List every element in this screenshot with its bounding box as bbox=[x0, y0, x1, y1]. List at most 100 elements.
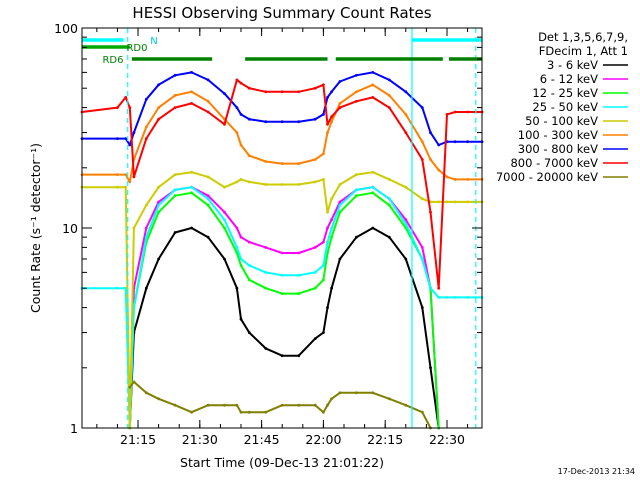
data-point bbox=[235, 286, 239, 290]
data-point bbox=[190, 71, 194, 74]
data-point bbox=[157, 117, 161, 121]
series-line bbox=[128, 191, 440, 429]
data-point bbox=[190, 191, 194, 195]
data-point bbox=[280, 292, 284, 295]
data-point bbox=[330, 286, 333, 290]
data-point bbox=[322, 331, 325, 334]
data-point bbox=[173, 173, 177, 177]
data-point bbox=[239, 410, 243, 414]
legend-label: 6 - 12 keV bbox=[540, 72, 598, 86]
data-point bbox=[128, 180, 132, 184]
data-point bbox=[313, 337, 317, 340]
data-point bbox=[144, 226, 148, 230]
data-point bbox=[173, 231, 177, 234]
flag-bar-n: N bbox=[82, 36, 482, 47]
axis-ticks: 21:15 21:30 21:45 22:00 22:15 22:30 1 10 100 bbox=[54, 21, 482, 447]
data-point bbox=[404, 222, 408, 226]
data-point bbox=[173, 94, 177, 97]
data-point bbox=[264, 246, 268, 249]
data-point bbox=[429, 158, 432, 161]
data-point bbox=[124, 185, 128, 189]
data-point bbox=[387, 203, 391, 207]
series-layer bbox=[80, 71, 484, 430]
data-point bbox=[466, 178, 469, 181]
data-point bbox=[144, 137, 148, 141]
data-point bbox=[128, 385, 132, 389]
x-tick-label: 22:00 bbox=[305, 432, 341, 447]
data-point bbox=[264, 410, 268, 414]
data-point bbox=[404, 90, 408, 94]
data-point bbox=[313, 246, 317, 249]
data-point bbox=[223, 210, 226, 214]
data-point bbox=[371, 71, 375, 74]
data-point bbox=[404, 403, 408, 407]
x-tick-label: 22:30 bbox=[429, 432, 465, 447]
data-point bbox=[235, 246, 239, 249]
data-point bbox=[144, 97, 148, 101]
data-point bbox=[264, 347, 268, 350]
data-point bbox=[247, 117, 251, 121]
data-point bbox=[326, 131, 329, 135]
data-point bbox=[420, 197, 424, 201]
x-tick-label: 21:30 bbox=[182, 432, 218, 447]
data-point bbox=[116, 185, 119, 189]
series-2 bbox=[128, 185, 441, 430]
series-8 bbox=[80, 78, 484, 290]
data-point bbox=[190, 226, 194, 230]
data-point bbox=[239, 178, 243, 181]
data-point bbox=[420, 410, 424, 414]
data-point bbox=[371, 191, 375, 195]
data-point bbox=[124, 286, 128, 290]
x-tick-label: 22:15 bbox=[367, 432, 403, 447]
data-point bbox=[206, 194, 210, 198]
data-point bbox=[313, 271, 317, 274]
data-point bbox=[355, 194, 358, 198]
data-point bbox=[297, 354, 301, 358]
data-point bbox=[157, 397, 161, 401]
data-point bbox=[429, 131, 432, 135]
y-tick-label: 1 bbox=[70, 421, 78, 436]
data-point bbox=[330, 90, 333, 94]
data-point bbox=[429, 286, 432, 290]
data-point bbox=[355, 391, 358, 395]
data-point bbox=[247, 240, 251, 244]
y-axis-label: Count Rate (s⁻¹ detector⁻¹) bbox=[28, 143, 43, 313]
series-line bbox=[128, 227, 440, 429]
data-point bbox=[239, 81, 243, 85]
legend-label: 12 - 25 keV bbox=[532, 86, 598, 100]
data-point bbox=[371, 170, 375, 174]
data-point bbox=[338, 200, 342, 204]
data-point bbox=[247, 86, 251, 90]
data-point bbox=[338, 80, 342, 83]
data-point bbox=[173, 73, 177, 77]
data-point bbox=[404, 218, 408, 222]
series-7 bbox=[80, 71, 484, 147]
data-point bbox=[116, 106, 119, 109]
data-point bbox=[173, 188, 177, 192]
data-point bbox=[280, 183, 284, 186]
legend-title-line-2: FDecim 1, Att 1 bbox=[539, 44, 628, 58]
data-point bbox=[280, 251, 284, 255]
data-point bbox=[223, 185, 226, 189]
data-point bbox=[144, 391, 148, 395]
data-point bbox=[132, 226, 136, 230]
data-point bbox=[223, 257, 226, 261]
data-point bbox=[128, 143, 132, 147]
data-point bbox=[387, 235, 391, 239]
data-point bbox=[338, 391, 342, 395]
data-point bbox=[124, 96, 128, 99]
series-line bbox=[82, 83, 482, 183]
data-point bbox=[297, 292, 301, 295]
data-point bbox=[235, 226, 239, 230]
data-point bbox=[235, 131, 239, 135]
data-point bbox=[223, 92, 226, 95]
marker-layer bbox=[127, 28, 477, 428]
data-point bbox=[437, 296, 441, 299]
y-tick-label: 10 bbox=[62, 221, 78, 236]
data-point bbox=[453, 140, 457, 144]
data-point bbox=[157, 200, 161, 204]
data-point bbox=[206, 403, 210, 407]
data-point bbox=[466, 200, 469, 204]
data-point bbox=[313, 158, 317, 161]
data-point bbox=[280, 90, 284, 94]
